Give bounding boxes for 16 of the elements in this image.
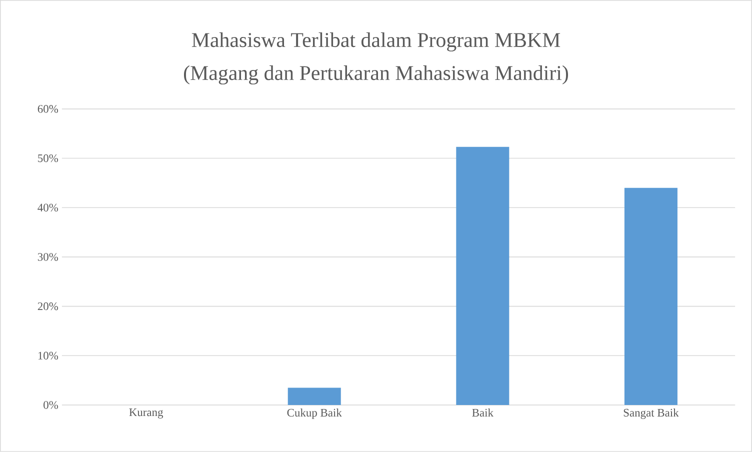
y-tick-label: 10%: [38, 352, 58, 360]
x-tick-label: Kurang: [129, 408, 164, 419]
y-tick-label: 50%: [38, 154, 58, 162]
x-tick-label: Sangat Baik: [624, 408, 679, 419]
chart-title: Mahasiswa Terlibat dalam Program MBKM: [192, 32, 560, 52]
y-tick-label: 20%: [38, 302, 58, 310]
y-tick-label: 30%: [38, 253, 58, 261]
chart-subtitle: (Magang dan Pertukaran Mahasiswa Mandiri): [184, 65, 568, 84]
x-tick-label: Baik: [472, 408, 494, 417]
y-tick-label: 60%: [38, 105, 58, 113]
bar: [624, 188, 678, 406]
x-tick-label: Cukup Baik: [287, 408, 342, 419]
bar: [456, 146, 510, 406]
y-tick-label: 0%: [44, 401, 58, 409]
bar: [288, 388, 341, 406]
y-tick-label: 40%: [38, 204, 58, 212]
